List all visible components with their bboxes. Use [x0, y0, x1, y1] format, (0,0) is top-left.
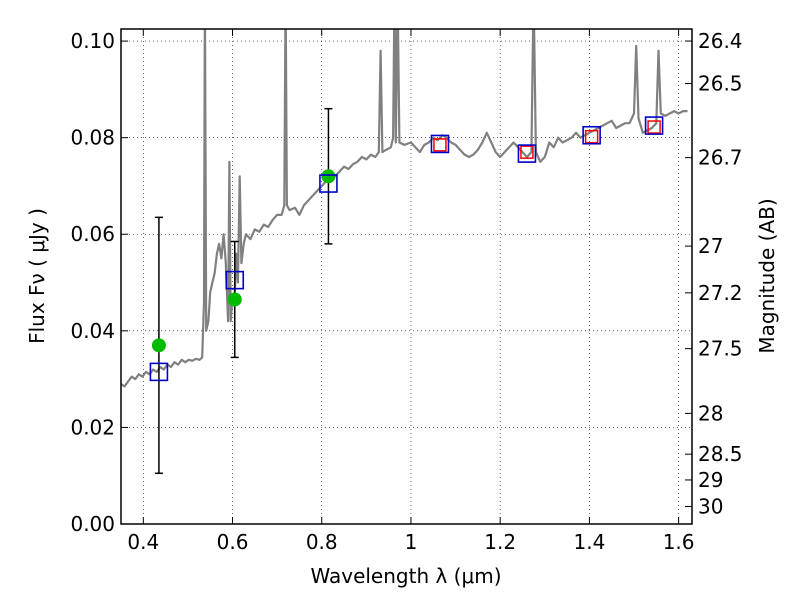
model-square	[225, 270, 245, 290]
observed-nir-square	[647, 120, 661, 134]
observed-optical-circle	[321, 169, 336, 184]
observed-optical-circle	[227, 292, 242, 307]
model-square	[644, 116, 664, 135]
axis-ticks: 0.4 0.6 0.8 1 1.2 1.4 1.6 0.00 0.02 0.04 0.06 0.08 0…	[70, 29, 743, 554]
x-axis-label: Wavelength λ (μm)	[310, 564, 501, 588]
y-tick-label: 0.08	[70, 126, 115, 150]
y-tick-label: 0.02	[70, 415, 115, 439]
y2-tick-label: 29	[698, 468, 723, 492]
y2-tick-label: 27.2	[698, 281, 743, 305]
model-square	[517, 144, 537, 163]
observed-nir-square	[433, 138, 447, 152]
x-tick-label: 1	[405, 530, 418, 554]
y-tick-label: 0.06	[70, 222, 115, 246]
x-tick-label: 1.2	[484, 530, 516, 554]
x-tick-label: 0.4	[127, 530, 159, 554]
model-square	[430, 134, 450, 154]
y2-tick-label: 26.5	[698, 72, 743, 96]
y-tick-label: 0.10	[70, 29, 115, 53]
model-square	[582, 125, 601, 145]
y-tick-label: 0.00	[70, 512, 115, 536]
grid-lines	[121, 29, 692, 525]
y2-tick-label: 27	[698, 234, 723, 258]
y-tick-label: 0.04	[70, 319, 115, 343]
y2-tick-label: 28	[698, 401, 723, 425]
x-tick-label: 0.8	[306, 530, 338, 554]
model-square	[319, 174, 338, 193]
spectrum-line	[121, 29, 688, 388]
data-markers	[149, 116, 664, 382]
y2-axis-label: Magnitude (AB)	[755, 198, 779, 353]
y-axis-label: Flux Fν ( μJy )	[25, 208, 49, 344]
y2-tick-label: 26.4	[698, 29, 743, 53]
observed-nir-square	[520, 145, 534, 159]
y2-tick-label: 26.7	[698, 146, 743, 170]
y2-tick-label: 30	[698, 494, 723, 518]
model-square	[149, 362, 169, 382]
x-tick-label: 1.4	[573, 530, 605, 554]
x-tick-label: 1.6	[663, 530, 695, 554]
observed-nir-square	[584, 129, 599, 144]
observed-optical-circle	[151, 338, 166, 353]
plot-frame	[120, 28, 693, 525]
spectrum-series	[121, 29, 688, 388]
y2-tick-label: 28.5	[698, 442, 743, 466]
y2-tick-label: 27.5	[698, 337, 743, 361]
x-tick-label: 0.6	[217, 530, 249, 554]
